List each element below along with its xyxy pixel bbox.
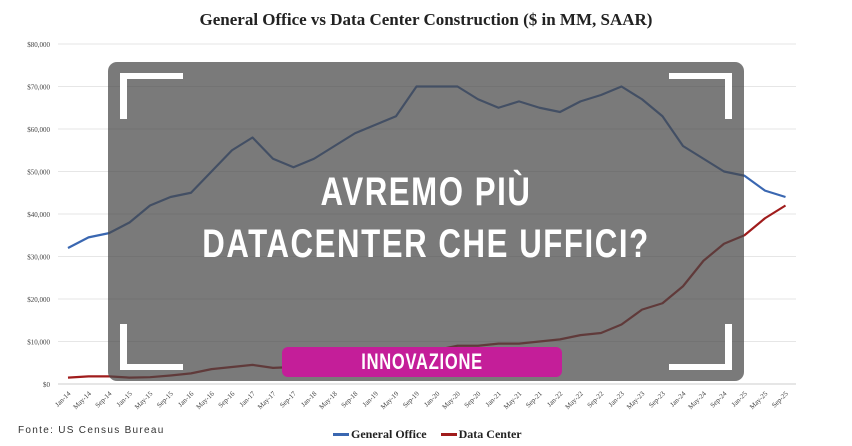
x-tick-label: May-15 xyxy=(133,389,155,411)
category-tag[interactable]: INNOVAZIONE xyxy=(282,347,562,377)
x-tick-label: May-14 xyxy=(72,389,94,411)
y-tick-label: $70,000 xyxy=(27,84,50,92)
x-tick-label: May-24 xyxy=(687,389,709,411)
x-tick-label: Sep-18 xyxy=(340,389,360,409)
y-tick-label: $10,000 xyxy=(27,339,50,347)
x-tick-label: May-22 xyxy=(564,389,586,411)
x-tick-label: Sep-23 xyxy=(647,389,667,409)
chart-legend: General Office Data Center xyxy=(333,427,522,442)
x-tick-label: Sep-14 xyxy=(94,389,114,409)
category-tag-label: INNOVAZIONE xyxy=(361,349,483,374)
x-tick-label: May-21 xyxy=(502,389,524,411)
y-tick-label: $0 xyxy=(43,381,51,389)
y-tick-label: $20,000 xyxy=(27,296,50,304)
x-tick-label: Sep-24 xyxy=(709,389,729,409)
x-tick-label: May-18 xyxy=(318,389,340,411)
x-tick-label: Jan-21 xyxy=(484,389,503,408)
x-tick-label: Jan-17 xyxy=(238,389,257,408)
x-tick-label: May-23 xyxy=(625,389,647,411)
x-tick-label: May-19 xyxy=(379,389,401,411)
corner-bracket-icon xyxy=(669,73,732,119)
chart-title: General Office vs Data Center Constructi… xyxy=(199,10,653,29)
x-tick-label: Sep-25 xyxy=(770,389,790,409)
y-tick-label: $60,000 xyxy=(27,126,50,134)
x-tick-label: Jan-14 xyxy=(54,389,73,408)
corner-bracket-icon xyxy=(120,324,183,370)
y-tick-label: $40,000 xyxy=(27,211,50,219)
legend-item-data-center: Data Center xyxy=(440,427,522,442)
corner-bracket-icon xyxy=(120,73,183,119)
legend-label: General Office xyxy=(351,427,427,441)
legend-swatch xyxy=(333,433,349,436)
x-tick-label: Jan-19 xyxy=(361,389,380,408)
headline-line-1: AVREMO PIÙ xyxy=(320,170,532,214)
corner-bracket-icon xyxy=(669,324,732,370)
x-tick-label: May-17 xyxy=(256,389,278,411)
x-tick-label: Sep-19 xyxy=(401,389,421,409)
x-tick-label: May-25 xyxy=(748,389,770,411)
x-tick-label: Sep-17 xyxy=(278,389,298,409)
x-tick-label: Sep-20 xyxy=(463,389,483,409)
x-tick-label: Jan-25 xyxy=(730,389,749,408)
x-tick-label: Sep-22 xyxy=(586,389,606,409)
x-tick-label: Jan-23 xyxy=(607,389,626,408)
x-tick-label: Jan-20 xyxy=(423,389,442,408)
x-tick-label: Jan-15 xyxy=(115,389,134,408)
y-tick-label: $50,000 xyxy=(27,169,50,177)
y-tick-label: $80,000 xyxy=(27,41,50,49)
legend-label: Data Center xyxy=(458,427,522,441)
x-tick-label: Jan-18 xyxy=(300,389,319,408)
legend-swatch xyxy=(440,433,457,436)
y-tick-label: $30,000 xyxy=(27,254,50,262)
x-tick-label: Sep-15 xyxy=(155,389,175,409)
x-tick-label: May-20 xyxy=(441,389,463,411)
x-tick-label: Jan-22 xyxy=(546,389,565,408)
headline-line-2: DATACENTER CHE UFFICI? xyxy=(202,222,650,266)
headline-overlay[interactable]: AVREMO PIÙ DATACENTER CHE UFFICI? INNOVA… xyxy=(108,62,744,381)
source-note: Fonte: US Census Bureau xyxy=(18,425,165,436)
x-tick-label: Sep-16 xyxy=(217,389,237,409)
legend-item-general-office: General Office xyxy=(333,427,427,442)
x-tick-label: May-16 xyxy=(195,389,217,411)
article-headline[interactable]: AVREMO PIÙ DATACENTER CHE UFFICI? xyxy=(178,166,674,270)
x-tick-label: Jan-16 xyxy=(177,389,196,408)
x-tick-label: Jan-24 xyxy=(669,389,688,408)
x-tick-label: Sep-21 xyxy=(524,389,544,409)
